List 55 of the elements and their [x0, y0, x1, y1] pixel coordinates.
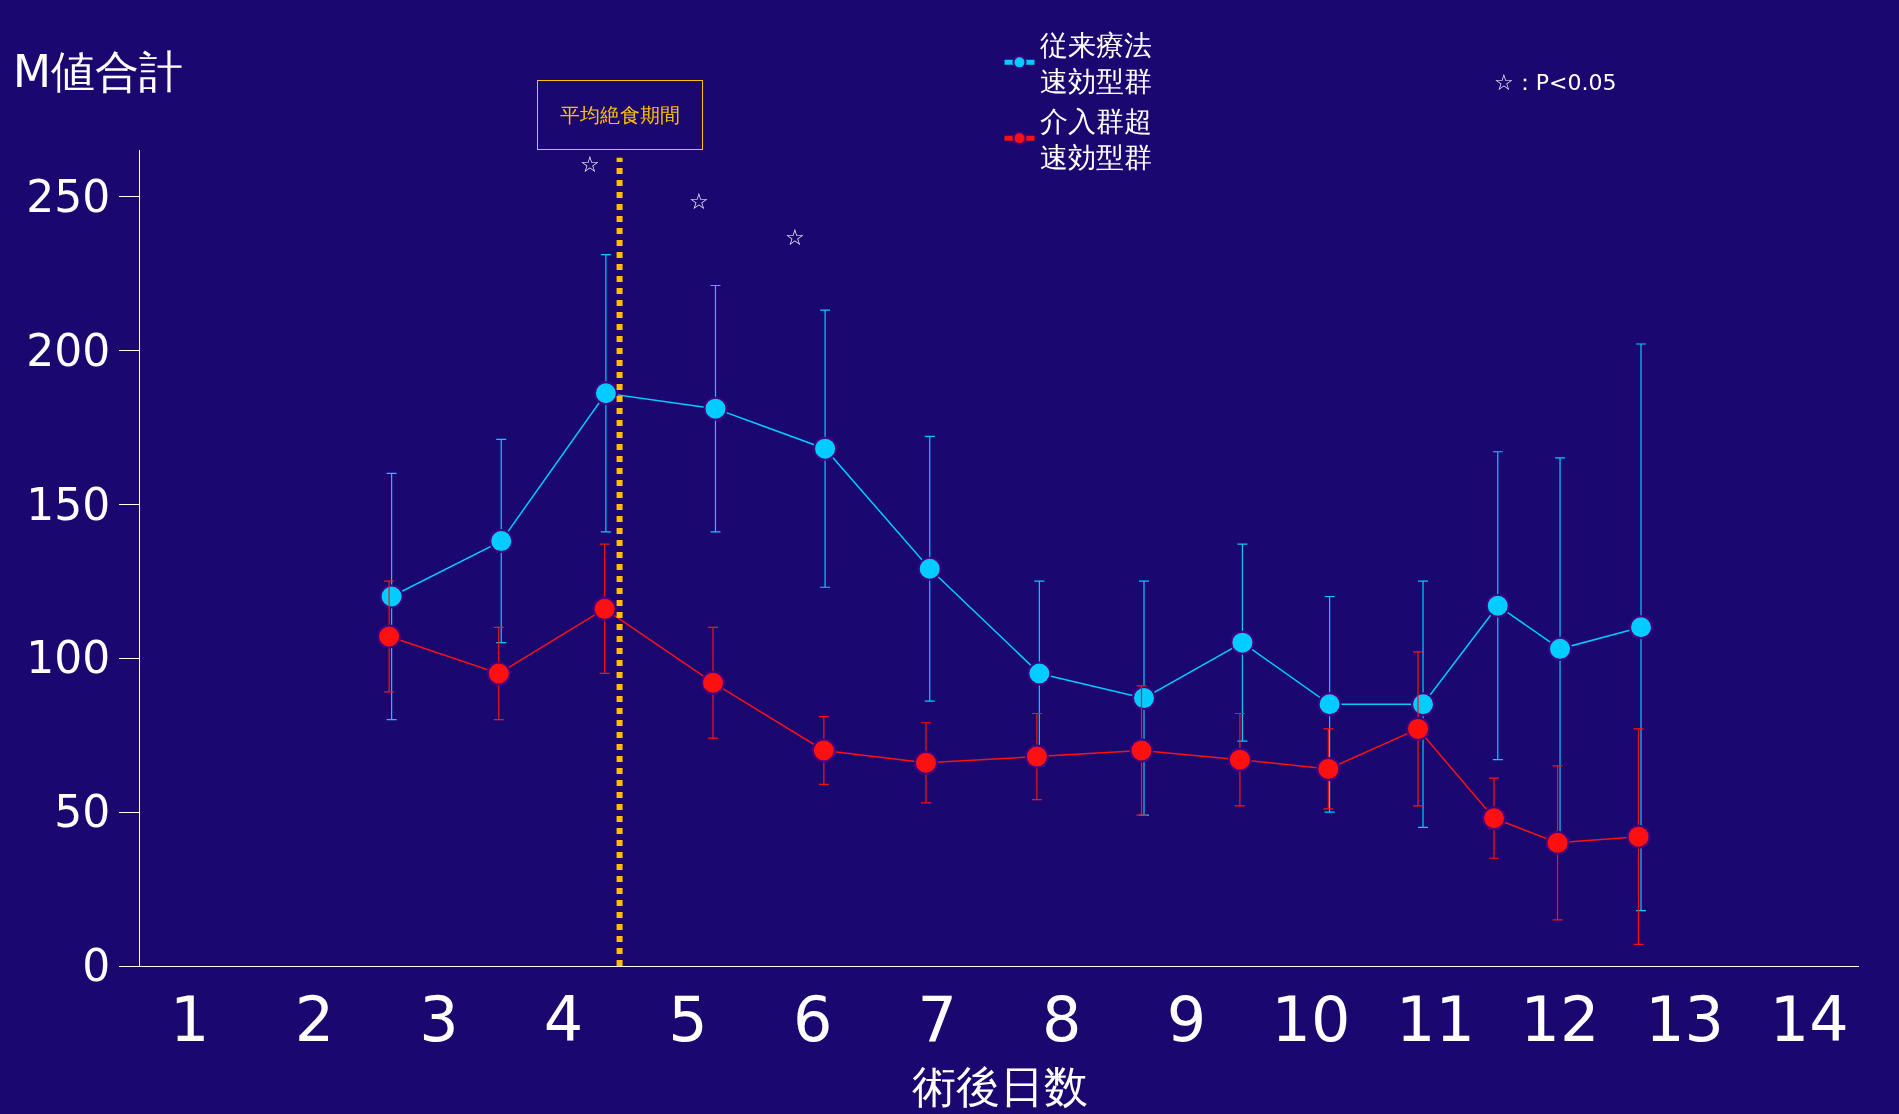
point — [914, 750, 939, 775]
x-tick-label: 8 — [1042, 983, 1082, 1057]
point — [1548, 636, 1573, 661]
x-tick-label: 7 — [917, 983, 957, 1057]
point — [377, 624, 402, 649]
text: ☆：P<0.05 — [1494, 70, 1617, 95]
y-tick-label: 50 — [54, 786, 111, 838]
point — [811, 738, 836, 763]
x-tick-label: 1 — [170, 983, 210, 1057]
y-tick-label: 0 — [82, 940, 111, 992]
point — [1317, 692, 1342, 717]
x-tick-label: 3 — [419, 983, 459, 1057]
y-tick-label: 100 — [26, 632, 111, 684]
point — [1316, 756, 1341, 781]
y-axis-title: M値合計 — [13, 46, 183, 97]
point — [703, 396, 728, 421]
legend-label: 介入群超速効型群 — [1039, 104, 1152, 175]
point — [1227, 747, 1252, 772]
annotation: ☆ — [785, 225, 805, 250]
y-tick-label: 250 — [26, 170, 111, 222]
point — [486, 661, 511, 686]
x-axis-title: 術後日数 — [911, 1060, 1088, 1112]
point — [1132, 686, 1156, 711]
point — [1230, 630, 1255, 655]
point — [1406, 716, 1431, 741]
point — [1024, 744, 1049, 769]
point — [1482, 806, 1507, 831]
point — [489, 529, 514, 554]
x-tick-label: 14 — [1769, 983, 1849, 1057]
x-tick-label: 11 — [1396, 983, 1475, 1057]
x-tick-label: 6 — [792, 983, 833, 1057]
point — [917, 556, 942, 581]
point — [701, 670, 725, 695]
annotation: ☆ — [580, 152, 600, 177]
point — [1626, 824, 1651, 849]
point — [1485, 593, 1510, 618]
x-tick-label: 12 — [1520, 983, 1600, 1057]
point — [1545, 830, 1570, 855]
point — [592, 596, 617, 621]
x-tick-label: 4 — [543, 983, 584, 1057]
point — [1027, 661, 1052, 686]
x-tick-label: 10 — [1271, 983, 1351, 1057]
x-tick-label: 5 — [668, 983, 708, 1057]
point — [813, 436, 838, 461]
y-tick-label: 200 — [26, 324, 111, 376]
ref-line-label: 平均絶食期間 — [560, 103, 680, 127]
point — [1629, 615, 1654, 640]
point — [1129, 738, 1154, 763]
x-tick-label: 2 — [294, 983, 335, 1057]
annotation: ☆ — [689, 189, 709, 214]
y-tick-label: 150 — [26, 478, 111, 530]
x-tick-label: 13 — [1645, 983, 1725, 1057]
legend-label: 従来療法速効型群 — [1039, 29, 1152, 99]
point — [593, 381, 618, 406]
x-tick-label: 9 — [1166, 983, 1207, 1057]
